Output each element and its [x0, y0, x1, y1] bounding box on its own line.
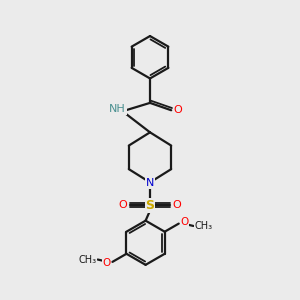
Text: CH₃: CH₃ [195, 221, 213, 231]
Text: CH₃: CH₃ [78, 254, 97, 265]
Text: O: O [173, 200, 182, 210]
Text: O: O [118, 200, 127, 210]
Text: O: O [102, 258, 111, 268]
Text: NH: NH [109, 104, 126, 114]
Text: S: S [146, 199, 154, 212]
Text: N: N [146, 178, 154, 188]
Text: O: O [181, 217, 189, 227]
Text: O: O [173, 105, 182, 115]
